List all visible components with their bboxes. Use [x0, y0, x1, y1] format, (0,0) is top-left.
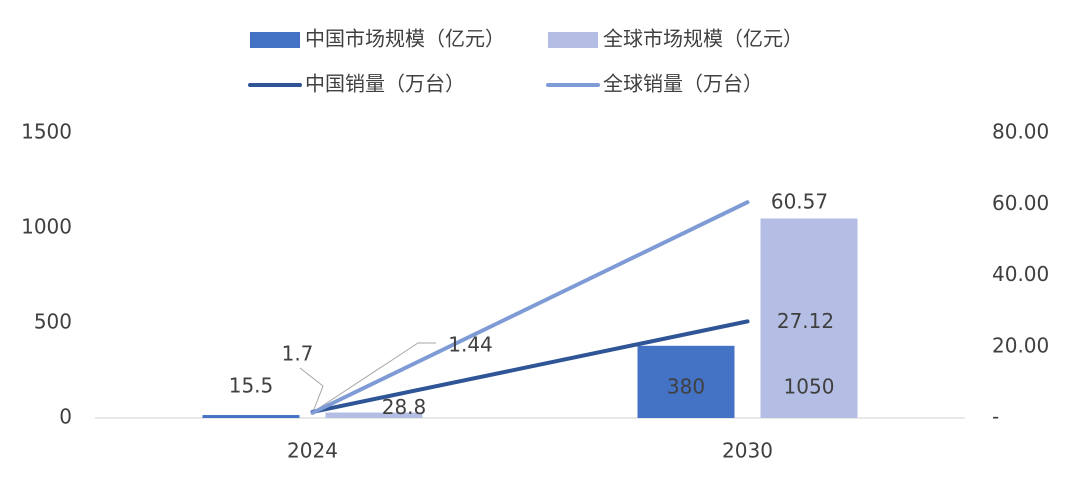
legend-swatch — [548, 32, 598, 48]
legend-label: 全球市场规模（亿元） — [603, 27, 803, 51]
data-label: 1.7 — [282, 341, 314, 365]
data-label: 15.5 — [229, 374, 274, 398]
y2-tick-label: 40.00 — [992, 262, 1049, 286]
y-tick-label: 1000 — [21, 215, 72, 239]
legend-swatch — [250, 32, 300, 48]
data-label: 28.8 — [382, 395, 427, 419]
leader-line — [312, 342, 436, 413]
y2-tick-label: 20.00 — [992, 333, 1049, 357]
data-label: 1.44 — [448, 332, 493, 356]
legend-label: 全球销量（万台） — [603, 72, 763, 96]
y2-tick-label: - — [992, 405, 999, 429]
y-tick-label: 500 — [34, 310, 72, 334]
y-tick-label: 1500 — [21, 120, 72, 144]
leader-line — [299, 367, 324, 413]
data-label: 27.12 — [777, 309, 834, 333]
y-tick-label: 0 — [59, 405, 72, 429]
bar — [325, 412, 423, 418]
line — [310, 200, 750, 415]
y2-tick-label: 60.00 — [992, 191, 1049, 215]
y2-tick-label: 80.00 — [992, 120, 1049, 144]
line — [310, 319, 750, 414]
bar — [637, 345, 735, 418]
x-tick-label: 2030 — [722, 439, 773, 463]
data-label: 1050 — [784, 375, 835, 399]
x-tick-label: 2024 — [287, 439, 338, 463]
bar — [202, 415, 300, 418]
legend-label: 中国销量（万台） — [305, 72, 465, 96]
legend-label: 中国市场规模（亿元） — [305, 27, 505, 51]
bar — [760, 218, 858, 418]
data-label: 380 — [667, 375, 705, 399]
data-label: 60.57 — [771, 190, 828, 214]
